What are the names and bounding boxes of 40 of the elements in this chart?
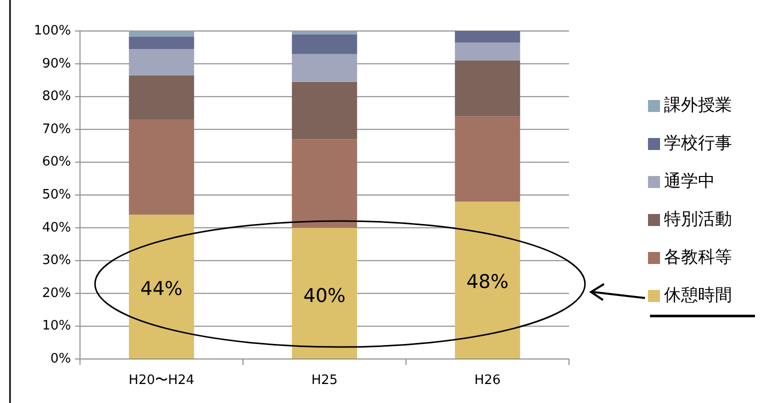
bar	[128, 214, 194, 359]
bar	[128, 120, 194, 215]
legend-label: 特別活動	[664, 210, 732, 230]
y-tick-label: 80%	[42, 89, 71, 104]
bar	[454, 202, 520, 359]
legend-label: 休憩時間	[664, 286, 732, 306]
bar	[292, 82, 358, 140]
bar	[292, 139, 358, 228]
y-tick-label: 100%	[34, 24, 71, 39]
bar	[454, 42, 520, 61]
bar	[128, 36, 194, 50]
bar	[128, 31, 194, 37]
data-label: 48%	[466, 271, 509, 294]
bar	[292, 34, 358, 54]
data-label: 40%	[303, 285, 346, 308]
y-tick-label: 50%	[42, 188, 71, 203]
y-tick-label: 60%	[42, 154, 71, 170]
y-tick-label: 0%	[50, 352, 71, 367]
x-tick-label: H20〜H24	[128, 373, 194, 388]
bar	[292, 31, 358, 34]
y-tick-label: 90%	[42, 56, 71, 72]
bar	[128, 75, 194, 120]
data-label: 44%	[140, 278, 183, 300]
legend-label: 課外授業	[664, 96, 732, 116]
y-tick-label: 40%	[42, 220, 71, 236]
bar	[128, 49, 194, 76]
bar	[454, 60, 520, 116]
y-tick-label: 10%	[42, 318, 71, 334]
y-tick-label: 20%	[42, 286, 71, 301]
legend-label: 各教科等	[664, 248, 732, 268]
legend-label: 通学中	[664, 172, 715, 192]
y-tick-label: 70%	[42, 122, 71, 137]
bar	[454, 116, 520, 202]
x-tick-label: H26	[474, 373, 501, 388]
bar	[292, 54, 358, 82]
legend-label: 学校行事	[664, 134, 732, 154]
x-tick-label: H25	[311, 373, 338, 388]
y-tick-label: 30%	[42, 253, 71, 268]
bar	[454, 31, 520, 42]
bar	[292, 228, 358, 359]
